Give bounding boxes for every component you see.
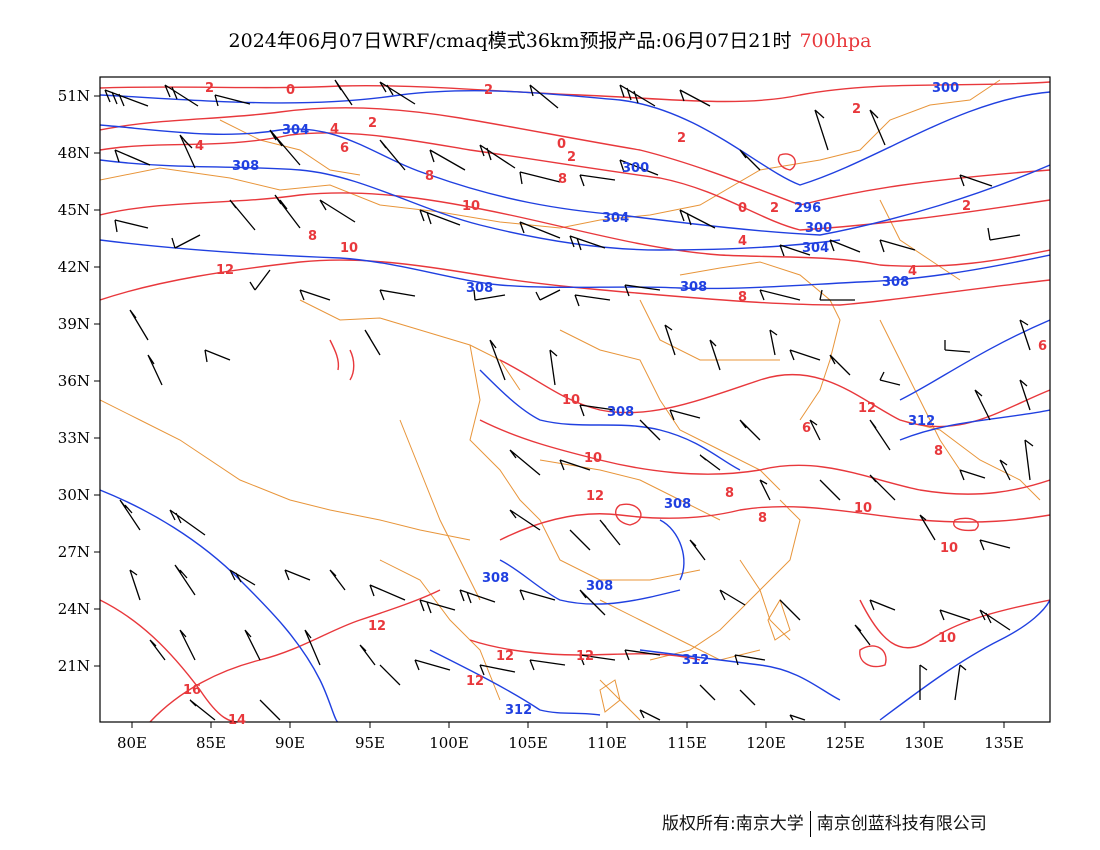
temp-label: 4	[195, 139, 204, 154]
temp-label: 2	[962, 199, 971, 214]
temp-label: 12	[368, 619, 386, 634]
temp-label: 2	[770, 201, 779, 216]
temp-label: 8	[934, 444, 943, 459]
plot-frame	[99, 76, 1051, 723]
longitude-axis: 80E 85E 90E 95E 100E 105E 110E 115E 120E…	[117, 722, 1024, 752]
height-label: 300	[805, 221, 832, 236]
height-label: 304	[802, 241, 829, 256]
temp-label: 8	[738, 290, 747, 305]
height-label: 296	[794, 201, 821, 216]
lon-tick-label: 100E	[429, 734, 469, 752]
temp-label: 12	[576, 649, 594, 664]
height-contour-labels: 300 304 308 300 304 296 300 304 308 308 …	[232, 81, 959, 718]
temp-label: 8	[725, 486, 734, 501]
footer-divider	[809, 811, 811, 837]
lon-tick-label: 95E	[355, 734, 385, 752]
lon-tick-label: 125E	[825, 734, 865, 752]
temp-label: 2	[484, 83, 493, 98]
temp-label: 10	[940, 541, 958, 556]
height-label: 304	[602, 211, 629, 226]
height-contours	[100, 90, 1050, 722]
lon-tick-label: 80E	[117, 734, 147, 752]
lat-tick-label: 48N	[58, 144, 90, 162]
temp-label: 8	[308, 229, 317, 244]
temp-label: 4	[908, 264, 917, 279]
temp-label: 2	[567, 150, 576, 165]
temp-label: 10	[340, 241, 358, 256]
copyright-left: 版权所有:南京大学	[662, 814, 804, 834]
temp-label: 10	[462, 199, 480, 214]
temp-label: 8	[425, 169, 434, 184]
temp-label: 12	[858, 401, 876, 416]
temp-label: 8	[758, 511, 767, 526]
temp-label: 6	[340, 141, 349, 156]
copyright-footer: 版权所有:南京大学 南京创蓝科技有限公司	[662, 809, 987, 837]
lon-tick-label: 90E	[275, 734, 305, 752]
lat-tick-label: 42N	[58, 258, 90, 276]
temp-label: 6	[1038, 339, 1047, 354]
temp-label: 0	[738, 201, 747, 216]
lat-tick-label: 24N	[58, 600, 90, 618]
temperature-contours	[100, 81, 1050, 722]
height-label: 308	[680, 280, 707, 295]
height-label: 308	[586, 579, 613, 594]
temp-label: 2	[852, 102, 861, 117]
temp-label: 12	[466, 674, 484, 689]
lon-tick-label: 115E	[667, 734, 707, 752]
lon-tick-label: 120E	[746, 734, 786, 752]
temp-label: 16	[183, 683, 201, 698]
height-label: 308	[482, 571, 509, 586]
height-label: 312	[682, 653, 709, 668]
lat-tick-label: 30N	[58, 486, 90, 504]
height-label: 308	[664, 497, 691, 512]
temp-label: 0	[286, 83, 295, 98]
height-label: 312	[505, 703, 532, 718]
wind-barbs	[104, 79, 1034, 721]
height-label: 308	[466, 281, 493, 296]
latitude-axis: 51N 48N 45N 42N 39N 36N 33N 30N 27N 24N …	[58, 87, 100, 675]
lon-tick-label: 110E	[587, 734, 627, 752]
height-label: 312	[908, 414, 935, 429]
lon-tick-label: 85E	[196, 734, 226, 752]
lat-tick-label: 21N	[58, 657, 90, 675]
lat-tick-label: 36N	[58, 372, 90, 390]
map-title: 2024年06月07日WRF/cmaq模式36km预报产品:06月07日21时 7…	[0, 26, 1100, 53]
temp-label: 0	[557, 137, 566, 152]
lat-tick-label: 33N	[58, 429, 90, 447]
lat-tick-label: 51N	[58, 87, 90, 105]
height-label: 308	[232, 159, 259, 174]
temp-label: 4	[738, 234, 747, 249]
temp-label: 10	[562, 393, 580, 408]
temp-label: 10	[854, 501, 872, 516]
temp-label: 6	[802, 421, 811, 436]
temp-label: 14	[228, 713, 246, 728]
height-label: 300	[622, 161, 649, 176]
temp-label: 2	[368, 116, 377, 131]
height-label: 308	[882, 275, 909, 290]
lat-tick-label: 39N	[58, 315, 90, 333]
height-label: 304	[282, 123, 309, 138]
title-text: 2024年06月07日WRF/cmaq模式36km预报产品:06月07日21时	[228, 30, 792, 52]
temp-label: 10	[584, 451, 602, 466]
lat-tick-label: 45N	[58, 201, 90, 219]
pressure-level-label: 700hpa	[799, 30, 872, 52]
temp-label: 4	[330, 122, 339, 137]
temp-label: 12	[586, 489, 604, 504]
copyright-right: 南京创蓝科技有限公司	[816, 814, 987, 834]
lat-tick-label: 27N	[58, 543, 90, 561]
temp-label: 12	[496, 649, 514, 664]
lon-tick-label: 130E	[904, 734, 944, 752]
temp-label: 2	[677, 131, 686, 146]
temp-label: 8	[558, 172, 567, 187]
temperature-contour-labels: 2 0 2 4 2 2 0 2 2 4 8 8 6 10 8 10 12 0 2…	[183, 81, 1047, 728]
temp-label: 2	[205, 81, 214, 96]
temp-label: 10	[938, 631, 956, 646]
temp-label: 12	[216, 263, 234, 278]
lon-tick-label: 135E	[984, 734, 1024, 752]
lon-tick-label: 105E	[508, 734, 548, 752]
height-label: 308	[607, 405, 634, 420]
height-label: 300	[932, 81, 959, 96]
